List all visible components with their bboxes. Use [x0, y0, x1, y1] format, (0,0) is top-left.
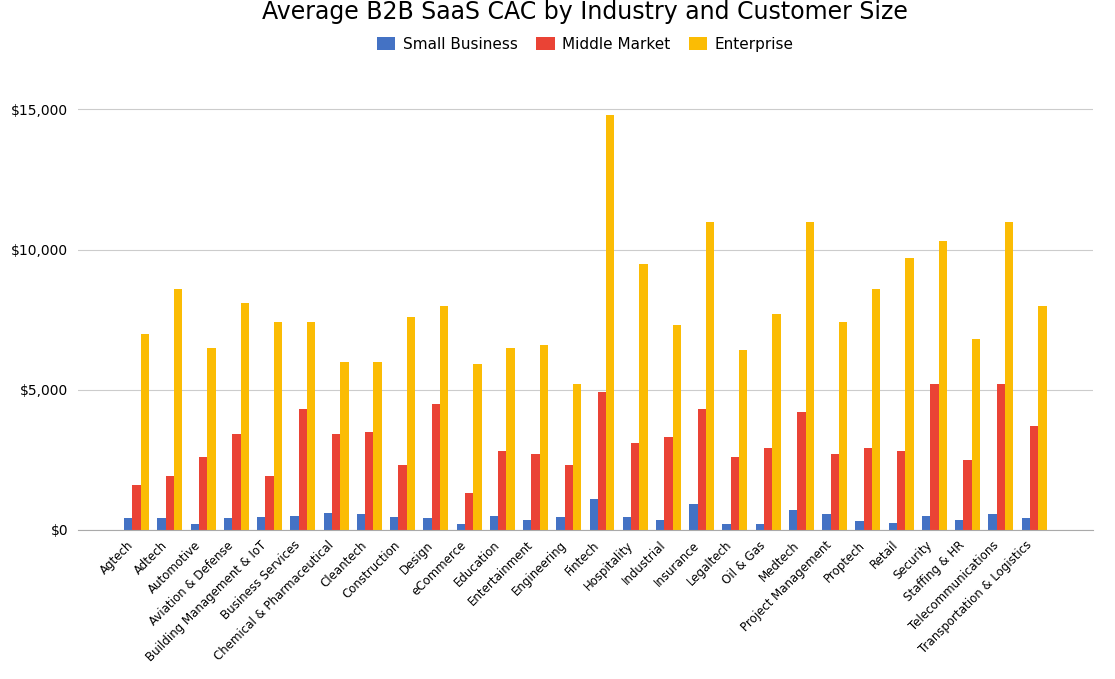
- Bar: [374, 361, 381, 530]
- Legend: Small Business, Middle Market, Enterprise: Small Business, Middle Market, Enterpris…: [371, 31, 799, 58]
- Bar: [332, 435, 340, 530]
- Bar: [963, 460, 972, 530]
- Bar: [174, 289, 183, 530]
- Bar: [806, 221, 814, 530]
- Bar: [440, 306, 448, 530]
- Bar: [573, 384, 581, 530]
- Bar: [872, 289, 881, 530]
- Bar: [689, 504, 698, 530]
- Bar: [398, 465, 407, 530]
- Bar: [1005, 221, 1014, 530]
- Bar: [241, 303, 249, 530]
- Bar: [822, 514, 831, 530]
- Bar: [498, 452, 506, 530]
- Bar: [756, 524, 764, 530]
- Bar: [590, 499, 598, 530]
- Bar: [506, 348, 515, 530]
- Bar: [698, 409, 706, 530]
- Bar: [232, 435, 241, 530]
- Bar: [956, 520, 963, 530]
- Bar: [390, 517, 398, 530]
- Bar: [274, 323, 282, 530]
- Bar: [224, 519, 232, 530]
- Bar: [864, 448, 872, 530]
- Bar: [939, 241, 947, 530]
- Bar: [838, 323, 847, 530]
- Bar: [922, 515, 930, 530]
- Bar: [523, 520, 532, 530]
- Bar: [365, 432, 374, 530]
- Bar: [598, 392, 607, 530]
- Bar: [140, 333, 149, 530]
- Bar: [997, 384, 1005, 530]
- Bar: [789, 510, 797, 530]
- Bar: [1038, 306, 1047, 530]
- Bar: [988, 514, 997, 530]
- Bar: [896, 452, 905, 530]
- Bar: [855, 521, 864, 530]
- Bar: [739, 350, 747, 530]
- Bar: [532, 454, 540, 530]
- Bar: [831, 454, 838, 530]
- Bar: [540, 345, 547, 530]
- Title: Average B2B SaaS CAC by Industry and Customer Size: Average B2B SaaS CAC by Industry and Cus…: [262, 0, 909, 24]
- Bar: [456, 524, 465, 530]
- Bar: [258, 517, 265, 530]
- Bar: [473, 365, 482, 530]
- Bar: [357, 514, 365, 530]
- Bar: [133, 485, 140, 530]
- Bar: [424, 519, 432, 530]
- Bar: [889, 523, 896, 530]
- Bar: [1030, 426, 1038, 530]
- Bar: [639, 263, 648, 530]
- Bar: [930, 384, 939, 530]
- Bar: [564, 465, 573, 530]
- Bar: [631, 443, 639, 530]
- Bar: [166, 477, 174, 530]
- Bar: [432, 403, 440, 530]
- Bar: [905, 258, 913, 530]
- Bar: [407, 316, 415, 530]
- Bar: [730, 457, 739, 530]
- Bar: [797, 412, 806, 530]
- Bar: [340, 361, 349, 530]
- Bar: [307, 323, 316, 530]
- Bar: [207, 348, 215, 530]
- Bar: [656, 520, 665, 530]
- Bar: [665, 437, 672, 530]
- Bar: [672, 325, 681, 530]
- Bar: [723, 524, 730, 530]
- Bar: [191, 524, 198, 530]
- Bar: [290, 515, 299, 530]
- Bar: [265, 477, 274, 530]
- Bar: [972, 340, 980, 530]
- Bar: [465, 493, 473, 530]
- Bar: [706, 221, 715, 530]
- Bar: [623, 517, 631, 530]
- Bar: [299, 409, 307, 530]
- Bar: [764, 448, 773, 530]
- Bar: [198, 457, 207, 530]
- Bar: [124, 519, 133, 530]
- Bar: [773, 314, 780, 530]
- Bar: [1021, 519, 1030, 530]
- Bar: [556, 517, 564, 530]
- Bar: [489, 515, 498, 530]
- Bar: [323, 513, 332, 530]
- Bar: [157, 519, 166, 530]
- Bar: [607, 115, 614, 530]
